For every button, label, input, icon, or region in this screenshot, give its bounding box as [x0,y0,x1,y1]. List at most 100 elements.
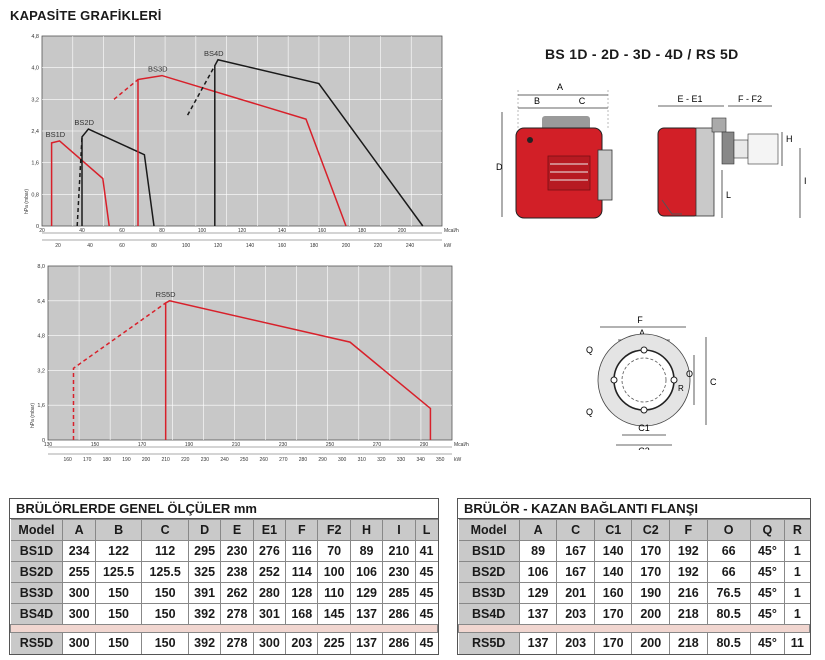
column-header: Q [749,519,786,541]
x-top-tick-label: 160 [318,228,327,234]
value-cell: 66 [706,561,751,583]
page-title: KAPASİTE GRAFİKLERİ [10,8,162,23]
x-bottom-tick-label: 180 [103,457,112,463]
column-header-model: Model [10,519,64,541]
model-cell: RS5D [10,632,64,654]
x-bottom-tick-label: 210 [161,457,170,463]
column-header: F [285,519,319,541]
value-cell: 170 [593,632,633,654]
x-bottom-tick-label: 120 [214,243,223,249]
x-top-tick-label: 120 [238,228,247,234]
x-top-tick-label: 250 [326,442,335,448]
table-row: BS2D 255 125.5 125.5 325 238 252 114 100 106 230 45 [10,561,438,583]
series-line-bs3d [137,74,347,227]
series-line-bs4d [214,58,424,227]
series-dashed-rs5d [72,302,167,440]
column-header: C [556,519,595,541]
value-cell: 140 [593,561,633,583]
model-cell: BS3D [10,582,64,604]
value-cell: 89 [518,540,558,562]
x-bottom-tick-label: 330 [397,457,406,463]
dim-label-c: C [579,96,586,106]
value-cell: 1 [784,582,810,604]
plot-area [47,265,453,441]
x-bottom-tick-label: 200 [342,243,351,249]
model-cell: BS1D [458,540,520,562]
x-bottom-tick-label: 340 [416,457,425,463]
flange-label-r: R [678,384,684,393]
flange-label-a: A [639,328,645,338]
x-bottom-tick-label: 160 [278,243,287,249]
value-cell: 89 [349,540,384,562]
column-header: O [706,519,751,541]
dim-label-b: B [534,96,540,106]
value-cell: 76.5 [706,582,751,604]
x-top-tick-label: 210 [232,442,241,448]
x-bottom-tick-label: 140 [246,243,255,249]
dim-label-a: A [557,82,563,92]
value-cell: 122 [94,540,143,562]
value-cell: 11 [784,632,810,654]
y-tick-label: 4,8 [37,334,45,340]
y-tick-label: 2,4 [31,129,39,135]
series-line-rs5d [164,300,432,440]
value-cell: 168 [285,603,319,625]
y-tick-label: 1,6 [37,403,45,409]
value-cell: 114 [285,561,319,583]
value-cell: 45° [749,603,786,625]
x-bottom-tick-label: 290 [318,457,327,463]
value-cell: 300 [62,582,96,604]
series-label: BS4D [204,49,224,58]
value-cell: 201 [556,582,595,604]
value-cell: 300 [252,632,287,654]
value-cell: 170 [593,603,633,625]
value-cell: 150 [94,632,143,654]
x-top-tick-label: 40 [79,228,85,234]
x-bottom-tick-label: 300 [338,457,347,463]
x-top-tick-label: 270 [373,442,382,448]
y-tick-label: 4,8 [31,34,39,40]
value-cell: 137 [518,603,558,625]
x-bottom-tick-label: 40 [87,243,93,249]
value-cell: 125.5 [94,561,143,583]
column-header: C2 [631,519,671,541]
x-bottom-tick-label: 20 [55,243,61,249]
value-cell: 218 [669,632,708,654]
table-separator [458,624,810,633]
series-label: RS5D [156,290,177,299]
value-cell: 150 [141,582,189,604]
value-cell: 140 [593,540,633,562]
value-cell: 66 [706,540,751,562]
column-header: F [669,519,708,541]
x-top-tick-label: 180 [358,228,367,234]
x-bottom-tick-label: 190 [122,457,131,463]
y-axis-label: hPa (mbar) [24,189,30,214]
x-bottom-tick-label: 250 [240,457,249,463]
value-cell: 45° [749,582,786,604]
flange-label-q-bottom: Q [586,407,593,417]
table-row: BS3D 129 201 160 190 216 76.5 45° 1 [458,582,810,604]
x-bottom-tick-label: 310 [358,457,367,463]
column-header: A [62,519,96,541]
x-bottom-tick-label: 80 [151,243,157,249]
flange-label-c: C [710,377,717,387]
value-cell: 45 [414,582,438,604]
column-header: E1 [252,519,287,541]
column-header: D [187,519,222,541]
dim-label-h: H [786,134,793,144]
value-cell: 137 [518,632,558,654]
y-axis-label: hPa (mbar) [30,403,36,428]
value-cell: 391 [187,582,222,604]
column-header: B [94,519,143,541]
model-cell: RS5D [458,632,520,654]
series-label: BS3D [148,65,168,74]
value-cell: 150 [94,582,143,604]
value-cell: 225 [317,632,351,654]
flange-table: Model A C C1 C2 F O Q R BS1D 89 167 140 170 192 66 45° 1… [458,519,810,654]
x-top-tick-label: 230 [279,442,288,448]
dim-label-i: I [804,176,807,186]
model-title: BS 1D - 2D - 3D - 4D / RS 5D [545,46,739,62]
x-top-tick-label: 100 [198,228,207,234]
x-bottom-tick-label: 200 [142,457,151,463]
model-cell: BS4D [10,603,64,625]
